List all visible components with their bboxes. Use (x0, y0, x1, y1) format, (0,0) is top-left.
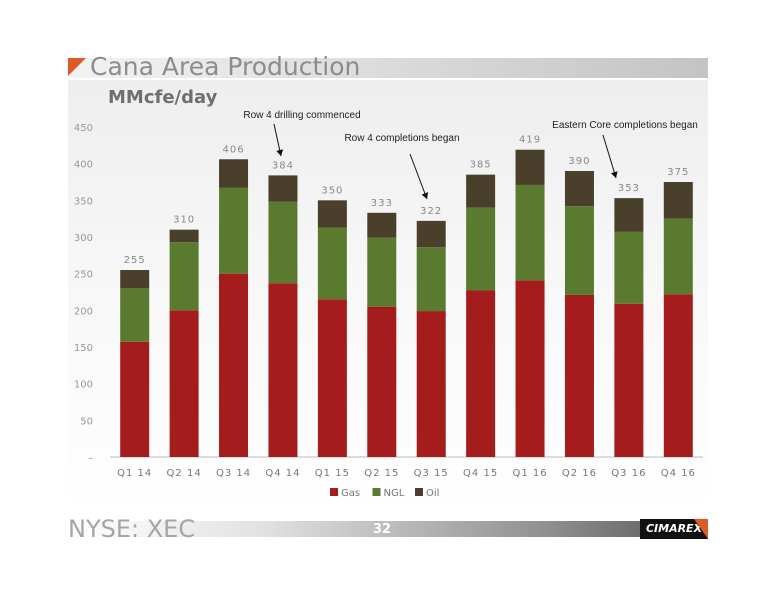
total-label: 353 (618, 183, 640, 194)
total-label: 255 (124, 255, 146, 266)
page-number: 32 (373, 522, 392, 537)
bar-gas-10 (614, 303, 644, 457)
bar-ngl-3 (268, 201, 298, 284)
y-tick-label: 150 (74, 343, 93, 354)
bar-gas-3 (268, 283, 298, 457)
annotation-arrowhead-1 (276, 149, 284, 156)
bar-oil-10 (614, 198, 644, 232)
annotation-arrow-3 (602, 134, 617, 179)
total-label: 385 (470, 160, 492, 171)
bar-gas-6 (416, 311, 446, 457)
x-tick-label: Q2 14 (167, 468, 202, 479)
total-label: 322 (420, 206, 442, 217)
bar-oil-0 (120, 270, 150, 289)
bar-oil-6 (416, 220, 446, 248)
bar-ngl-0 (120, 288, 150, 342)
legend-label-gas: Gas (341, 488, 360, 499)
bar-oil-7 (466, 174, 496, 208)
annotation-arrowhead-3 (610, 171, 618, 178)
bar-gas-0 (120, 341, 150, 457)
bar-ngl-6 (416, 247, 446, 312)
footer-bar (68, 521, 708, 537)
legend-label-ngl: NGL (384, 488, 405, 499)
total-label: 419 (519, 135, 541, 146)
bar-oil-3 (268, 175, 298, 202)
bar-oil-1 (169, 229, 199, 243)
bar-ngl-5 (367, 237, 397, 307)
y-tick-label: 100 (74, 380, 93, 391)
bar-gas-1 (169, 310, 199, 457)
title-bar (68, 58, 708, 78)
chart-subtitle: MMcfe/day (108, 87, 218, 108)
total-label: 333 (371, 198, 393, 209)
bar-oil-8 (515, 149, 545, 185)
footer-ticker: NYSE: XEC (68, 515, 196, 543)
legend-swatch-gas (330, 488, 338, 496)
y-tick-label: 450 (74, 123, 93, 134)
y-tick-label: 50 (80, 416, 93, 427)
slide-title: Cana Area Production (90, 52, 361, 81)
bar-gas-11 (663, 294, 693, 457)
logo-accent-triangle (694, 519, 708, 539)
bar-oil-11 (663, 182, 693, 219)
legend-swatch-oil (415, 488, 423, 496)
bar-gas-4 (317, 299, 347, 457)
total-label: 406 (222, 144, 244, 155)
x-tick-label: Q4 15 (463, 468, 498, 479)
x-tick-label: Q3 16 (611, 468, 646, 479)
annotation-3: Eastern Core completions began (552, 120, 698, 131)
bar-ngl-2 (219, 187, 249, 274)
y-tick-label: 250 (74, 270, 93, 281)
legend-swatch-ngl (372, 488, 381, 496)
y-tick-label: 300 (74, 233, 93, 244)
x-tick-label: Q1 15 (315, 468, 350, 479)
company-logo: CIMAREX (640, 519, 708, 539)
total-label: 375 (667, 167, 689, 178)
bar-oil-2 (219, 159, 249, 188)
y-tick-label: – (88, 453, 93, 464)
bar-gas-9 (564, 294, 594, 457)
x-tick-label: Q4 14 (265, 468, 300, 479)
bar-ngl-7 (466, 207, 496, 291)
bar-ngl-1 (169, 242, 199, 311)
x-tick-label: Q3 14 (216, 468, 251, 479)
legend-label-oil: Oil (426, 488, 439, 499)
y-tick-label: 200 (74, 306, 93, 317)
annotation-2: Row 4 completions began (344, 133, 459, 144)
y-tick-label: 400 (74, 160, 93, 171)
total-label: 350 (321, 185, 343, 196)
bar-ngl-9 (564, 206, 594, 295)
bar-oil-5 (367, 212, 397, 238)
title-accent-triangle (68, 58, 86, 76)
bar-ngl-4 (317, 227, 347, 300)
x-tick-label: Q1 14 (117, 468, 152, 479)
bar-gas-8 (515, 280, 545, 457)
total-label: 390 (568, 156, 590, 167)
annotation-1: Row 4 drilling commenced (243, 110, 360, 121)
x-tick-label: Q4 16 (661, 468, 696, 479)
bar-oil-4 (317, 200, 347, 228)
x-tick-label: Q2 16 (562, 468, 597, 479)
total-label: 384 (272, 160, 294, 171)
x-tick-label: Q3 15 (414, 468, 449, 479)
bar-ngl-11 (663, 218, 693, 295)
bar-ngl-10 (614, 231, 644, 304)
total-label: 310 (173, 215, 195, 226)
annotation-arrow-2 (409, 153, 428, 200)
bar-gas-2 (219, 273, 249, 457)
annotation-arrowhead-2 (421, 192, 429, 199)
bar-gas-5 (367, 306, 397, 457)
bar-gas-7 (466, 290, 496, 457)
x-tick-label: Q2 15 (364, 468, 399, 479)
bar-ngl-8 (515, 184, 545, 281)
y-tick-label: 350 (74, 196, 93, 207)
x-tick-label: Q1 16 (512, 468, 547, 479)
bar-oil-9 (564, 171, 594, 207)
